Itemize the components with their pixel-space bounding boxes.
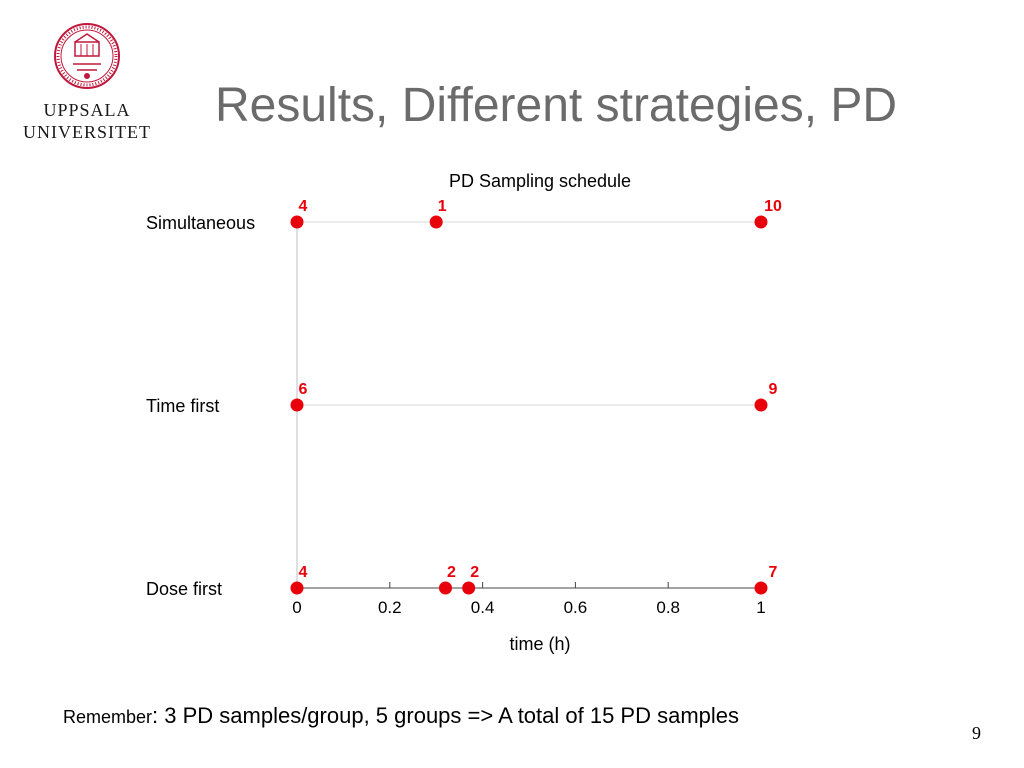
sample-count-label: 7 bbox=[769, 564, 778, 581]
sample-count-label: 2 bbox=[447, 564, 456, 581]
x-tick-label: 1 bbox=[756, 598, 765, 617]
sample-point bbox=[754, 581, 768, 595]
chart-title: PD Sampling schedule bbox=[449, 171, 631, 191]
footnote: Remember: 3 PD samples/group, 5 groups =… bbox=[63, 703, 739, 729]
page-number: 9 bbox=[972, 723, 981, 743]
sample-point bbox=[754, 398, 768, 412]
sample-point bbox=[438, 581, 452, 595]
x-tick-label: 0.4 bbox=[471, 598, 495, 617]
sample-point bbox=[290, 398, 304, 412]
sample-count-label: 10 bbox=[764, 198, 782, 215]
logo-line-1: UPPSALA bbox=[43, 100, 131, 120]
x-tick-label: 0.2 bbox=[378, 598, 402, 617]
x-axis-label: time (h) bbox=[509, 634, 570, 654]
sample-point bbox=[290, 581, 304, 595]
sample-count-label: 4 bbox=[299, 198, 308, 215]
sample-point bbox=[429, 215, 443, 229]
slide-title: Results, Different strategies, PD bbox=[215, 79, 898, 132]
university-logo: UPPSALA UNIVERSITET bbox=[12, 22, 162, 147]
sample-count-label: 6 bbox=[299, 381, 308, 398]
footnote-text: : 3 PD samples/group, 5 groups => A tota… bbox=[152, 703, 740, 728]
university-seal-icon bbox=[54, 23, 120, 89]
row-label: Dose first bbox=[146, 579, 222, 599]
row-label: Simultaneous bbox=[146, 213, 255, 233]
sample-point bbox=[754, 215, 768, 229]
logo-line-2: UNIVERSITET bbox=[23, 122, 151, 142]
x-tick-label: 0.6 bbox=[564, 598, 588, 617]
x-tick-label: 0.8 bbox=[656, 598, 680, 617]
footnote-lead: Remember bbox=[63, 707, 153, 727]
sample-point bbox=[290, 215, 304, 229]
sample-count-label: 4 bbox=[299, 564, 308, 581]
row-label: Time first bbox=[146, 396, 219, 416]
sample-point bbox=[462, 581, 476, 595]
chart-plot-area: 0 0.2 0.4 0.6 0.8 1 Simultaneous Time first Dose… bbox=[146, 198, 782, 617]
x-tick-label: 0 bbox=[292, 598, 301, 617]
sample-count-label: 9 bbox=[769, 381, 778, 398]
sample-count-label: 2 bbox=[470, 564, 479, 581]
sample-count-label: 1 bbox=[438, 198, 447, 215]
